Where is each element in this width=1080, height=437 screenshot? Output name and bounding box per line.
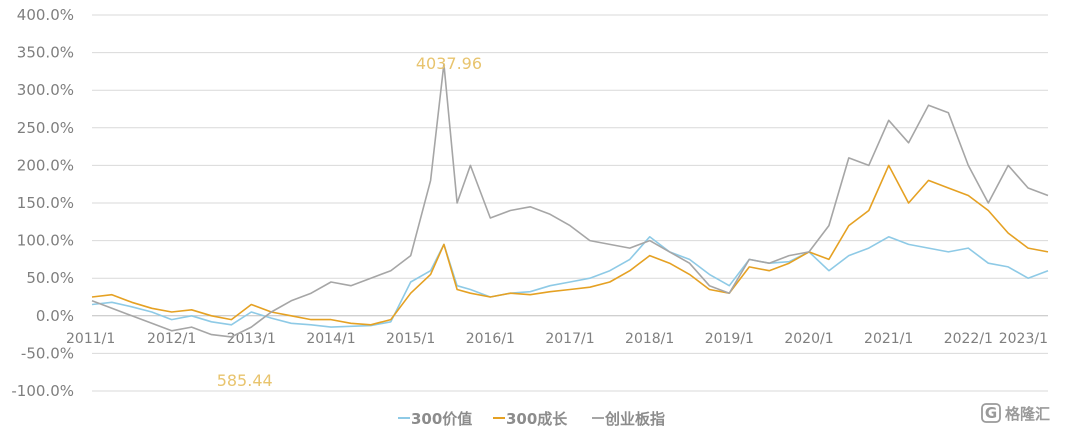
series-line-1 (91, 236, 1049, 328)
watermark-logo-glyph: G (985, 404, 997, 422)
annotations: 4037.96 585.44 (217, 54, 482, 390)
y-axis: 400.0% 350.0% 300.0% 250.0% 200.0% 150.0% 100.… (11, 6, 74, 400)
y-tick-label: 200.0% (17, 156, 74, 174)
y-tick-label: 300.0% (17, 81, 74, 99)
x-tick-label: 2018/1 (625, 331, 674, 347)
series-lines (91, 63, 1049, 338)
y-tick-label: -100.0% (11, 382, 74, 400)
series-line-2 (91, 164, 1049, 326)
watermark: G 格隆汇 (981, 403, 1050, 423)
annotation-label: 585.44 (217, 371, 273, 390)
legend-label: 创业板指 (604, 410, 665, 428)
x-axis: 2011/1 2012/1 2013/1 2014/1 2015/1 2016/1 2017… (66, 331, 1048, 347)
y-tick-label: 250.0% (17, 119, 74, 137)
legend: 300价值 300成长 创业板指 (398, 410, 665, 428)
x-tick-label: 2011/1 (66, 331, 115, 347)
y-tick-label: 150.0% (17, 194, 74, 212)
x-tick-label: 2021/1 (864, 331, 913, 347)
x-tick-label: 2014/1 (306, 331, 355, 347)
x-tick-label: 2012/1 (147, 331, 196, 347)
x-tick-label: 2015/1 (386, 331, 435, 347)
x-tick-label: 2022/1 (944, 331, 993, 347)
y-tick-label: 400.0% (17, 6, 74, 24)
watermark-text: 格隆汇 (1005, 405, 1050, 423)
y-tick-label: 50.0% (26, 269, 74, 287)
y-tick-label: 350.0% (17, 44, 74, 62)
legend-label: 300价值 (411, 410, 472, 428)
y-tick-label: 100.0% (17, 232, 74, 250)
grid-lines (92, 14, 1048, 392)
y-tick-label: -50.0% (21, 344, 74, 362)
x-tick-label: 2016/1 (466, 331, 515, 347)
series-line-3 (91, 63, 1049, 338)
x-tick-label: 2023/1 (999, 331, 1048, 347)
gelonghui-logo-icon (981, 403, 1001, 423)
y-tick-label: 0.0% (36, 307, 74, 325)
legend-label: 300成长 (506, 410, 568, 428)
x-tick-label: 2020/1 (784, 331, 833, 347)
x-tick-label: 2013/1 (227, 331, 276, 347)
annotation-label: 4037.96 (416, 54, 482, 73)
x-tick-label: 2019/1 (705, 331, 754, 347)
x-tick-label: 2017/1 (545, 331, 594, 347)
